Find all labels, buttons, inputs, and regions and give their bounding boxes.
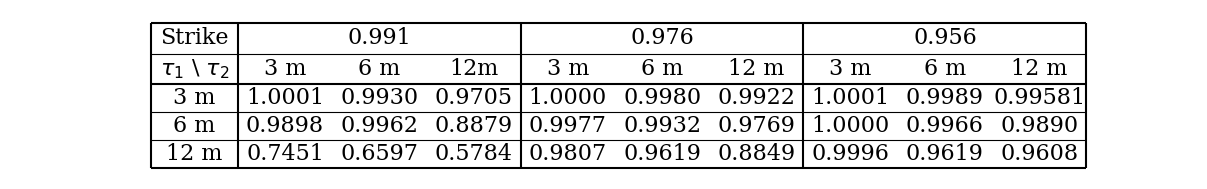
Text: 0.9705: 0.9705 [435, 87, 513, 109]
Text: 6 m: 6 m [174, 115, 216, 137]
Text: 0.9619: 0.9619 [906, 143, 984, 165]
Text: 6 m: 6 m [358, 58, 401, 80]
Text: 0.9922: 0.9922 [717, 87, 795, 109]
Text: 0.9890: 0.9890 [1001, 115, 1078, 137]
Text: 0.8879: 0.8879 [435, 115, 513, 137]
Text: 0.9898: 0.9898 [246, 115, 323, 137]
Text: 12m: 12m [449, 58, 498, 80]
Text: Strike: Strike [161, 27, 228, 49]
Text: 0.991: 0.991 [348, 27, 412, 49]
Text: 6 m: 6 m [641, 58, 683, 80]
Text: 12 m: 12 m [728, 58, 785, 80]
Text: 0.5784: 0.5784 [435, 143, 513, 165]
Text: 0.956: 0.956 [912, 27, 976, 49]
Text: 0.9619: 0.9619 [623, 143, 701, 165]
Text: 3 m: 3 m [264, 58, 307, 80]
Text: 0.976: 0.976 [630, 27, 694, 49]
Text: 1.0000: 1.0000 [529, 87, 607, 109]
Text: 1.0001: 1.0001 [811, 87, 890, 109]
Text: 0.7451: 0.7451 [246, 143, 323, 165]
Text: 1.0000: 1.0000 [811, 115, 890, 137]
Text: 0.9930: 0.9930 [340, 87, 419, 109]
Text: 0.9980: 0.9980 [623, 87, 701, 109]
Text: 12 m: 12 m [1011, 58, 1067, 80]
Text: 0.9807: 0.9807 [529, 143, 607, 165]
Text: 1.0001: 1.0001 [246, 87, 323, 109]
Text: 12 m: 12 m [167, 143, 222, 165]
Text: 0.9977: 0.9977 [529, 115, 607, 137]
Text: 0.99581: 0.99581 [993, 87, 1085, 109]
Text: 0.6597: 0.6597 [340, 143, 418, 165]
Text: 6 m: 6 m [923, 58, 966, 80]
Text: 3 m: 3 m [829, 58, 871, 80]
Text: 0.9966: 0.9966 [906, 115, 984, 137]
Text: 0.9962: 0.9962 [340, 115, 418, 137]
Text: 0.9932: 0.9932 [623, 115, 701, 137]
Text: 0.9989: 0.9989 [906, 87, 984, 109]
Text: 3 m: 3 m [547, 58, 589, 80]
Text: 0.9769: 0.9769 [717, 115, 795, 137]
Text: 0.9996: 0.9996 [811, 143, 890, 165]
Text: 0.8849: 0.8849 [717, 143, 795, 165]
Text: $\tau_1\ \backslash\ \tau_2$: $\tau_1\ \backslash\ \tau_2$ [159, 57, 229, 81]
Text: 0.9608: 0.9608 [1001, 143, 1078, 165]
Text: 3 m: 3 m [173, 87, 216, 109]
